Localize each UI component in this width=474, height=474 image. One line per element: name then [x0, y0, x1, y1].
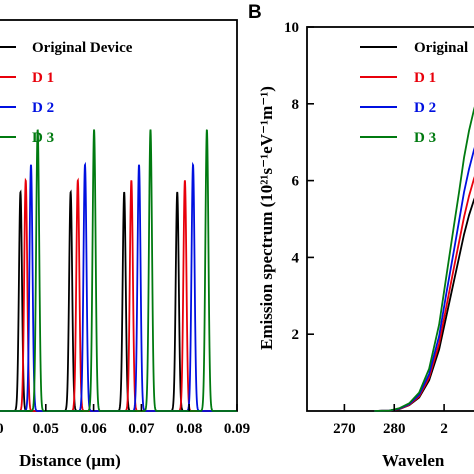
panel-a: .0 0.05 0.06 0.07 0.08 0.09 Original Device D …	[0, 19, 250, 470]
panel-b-y-axis-title: Emission spectrum (10²¹s⁻¹eV⁻¹m⁻¹)	[257, 86, 276, 350]
panel-b-letter: B	[248, 2, 262, 23]
panel-b-legend-label-3: D 3	[414, 130, 436, 146]
panel-b-legend-label-2: D 2	[414, 100, 436, 116]
panel-a-x-tick-label-2: 0.06	[80, 421, 107, 437]
panel-a-x-tick-label-5: 0.09	[224, 421, 250, 437]
panel-a-legend-label-2: D 2	[32, 100, 54, 116]
panel-b-x-tick-label-2: 2	[440, 421, 448, 437]
panel-b-x-ticks: 270 280 2	[333, 404, 448, 437]
panel-a-x-tick-label-1: 0.05	[33, 421, 59, 437]
panel-a-legend-label-0: Original Device	[32, 40, 133, 56]
panel-b-y-tick-label-1: 4	[292, 250, 300, 266]
panel-a-x-tick-label-3: 0.07	[128, 421, 155, 437]
panel-b-x-tick-label-1: 280	[383, 421, 406, 437]
panel-b-plot-frame	[306, 26, 474, 412]
panel-a-legend-label-3: D 3	[32, 130, 54, 146]
panel-b-legend: Original D 1 D 2 D 3	[360, 40, 468, 146]
panel-b-series-group	[374, 106, 474, 412]
panel-a-series-line-3	[0, 129, 237, 412]
panel-b-y-ticks: 2 4 6 8 10	[284, 20, 314, 343]
panel-a-x-axis-title: Distance (μm)	[19, 451, 121, 470]
panel-b: B 270 280 2 2 4 6 8 10 Original D 1 D 2 D 3 Wavel…	[248, 2, 474, 470]
panel-b-y-tick-label-4: 10	[284, 20, 299, 36]
panel-b-y-tick-label-0: 2	[292, 327, 300, 343]
panel-b-series-line-3	[374, 106, 474, 412]
panel-a-x-tick-label-4: 0.08	[176, 421, 202, 437]
panel-b-x-tick-label-0: 270	[333, 421, 356, 437]
panel-a-legend: Original Device D 1 D 2 D 3	[0, 40, 133, 146]
panel-a-legend-label-1: D 1	[32, 70, 54, 86]
panel-a-series-group	[0, 129, 237, 412]
panel-a-x-tick-label-0: .0	[0, 421, 4, 437]
panel-b-legend-label-0: Original	[414, 40, 468, 56]
panel-b-legend-label-1: D 1	[414, 70, 436, 86]
panel-b-series-line-1	[374, 176, 474, 412]
panel-b-y-tick-label-2: 6	[292, 174, 300, 190]
panel-a-x-ticks: .0 0.05 0.06 0.07 0.08 0.09	[0, 404, 250, 437]
panel-b-series-line-2	[374, 146, 474, 412]
panel-b-x-axis-title: Wavelen	[382, 451, 445, 470]
panel-b-y-tick-label-3: 8	[292, 97, 300, 113]
